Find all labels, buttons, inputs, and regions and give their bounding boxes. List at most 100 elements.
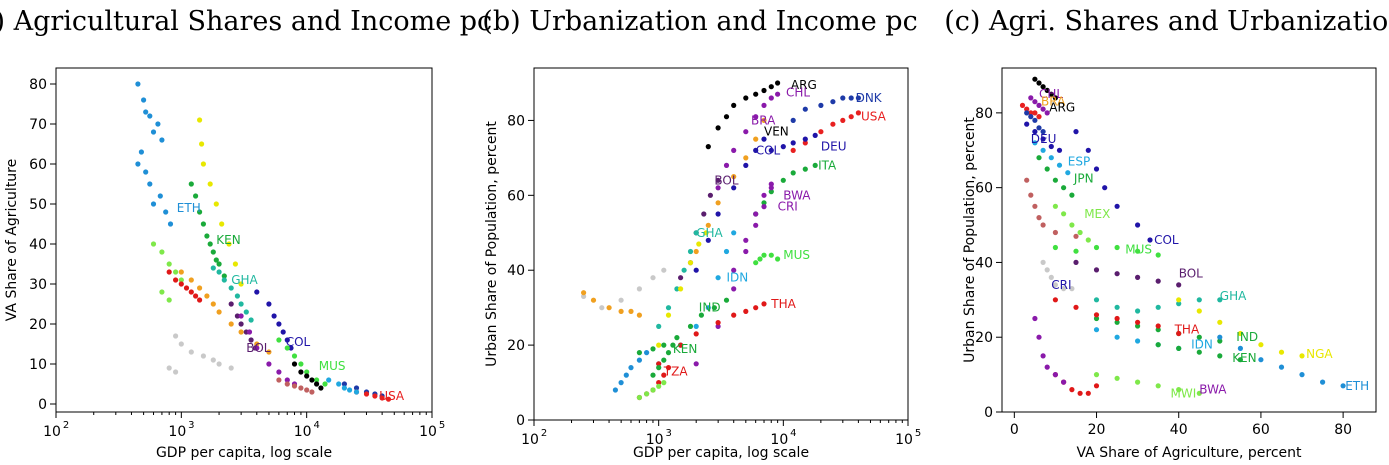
data-point [1073, 304, 1079, 310]
data-point [183, 285, 190, 291]
data-point [1048, 143, 1054, 150]
data-point [1155, 304, 1161, 310]
data-point [248, 317, 254, 323]
data-point [276, 321, 282, 327]
data-point [1135, 248, 1141, 254]
chart-panel-3: (c) Agri. Shares and Urbanization CHLBRAA… [944, 6, 1389, 461]
data-point [210, 357, 216, 363]
data-point [1147, 237, 1153, 243]
plot-frame [1001, 67, 1377, 413]
data-point [143, 169, 149, 175]
data-point [731, 185, 737, 191]
data-point [687, 323, 694, 329]
data-point [232, 261, 238, 267]
data-point [693, 267, 699, 273]
data-point [761, 117, 767, 123]
data-point [1093, 244, 1100, 251]
data-point [1093, 166, 1100, 172]
y-tick-label: 20 [975, 330, 993, 346]
country-label: ETH [1345, 379, 1369, 393]
data-point [1032, 99, 1038, 105]
data-point [644, 350, 650, 356]
data-point [761, 200, 767, 206]
data-point [246, 329, 253, 335]
data-point [1052, 203, 1058, 209]
country-label: MUS [1125, 242, 1152, 256]
data-point [1028, 110, 1034, 116]
data-point [1036, 125, 1042, 131]
data-point [731, 102, 737, 108]
data-point [661, 342, 667, 348]
data-point [753, 260, 759, 266]
data-point [757, 256, 763, 262]
country-label: GHA [231, 273, 258, 287]
data-point [1036, 80, 1042, 86]
data-point [1135, 274, 1141, 280]
data-point [581, 293, 587, 299]
data-point [173, 269, 179, 275]
country-label: BWA [1199, 383, 1227, 397]
y-tick-label: 60 [29, 157, 47, 173]
data-point [266, 361, 272, 367]
data-point [1155, 342, 1161, 348]
data-point [385, 396, 392, 402]
data-point [1061, 185, 1067, 191]
data-point [753, 222, 759, 228]
country-label: BWA [783, 188, 811, 202]
data-point [379, 395, 385, 401]
data-point [731, 312, 737, 318]
data-point [207, 181, 213, 187]
data-point [166, 261, 172, 267]
data-point [761, 252, 767, 258]
data-point [276, 369, 282, 375]
data-point [656, 365, 662, 371]
data-point [219, 221, 225, 227]
data-point [1085, 237, 1091, 243]
data-point [743, 248, 749, 255]
data-point [628, 308, 634, 314]
data-point [1044, 110, 1050, 116]
data-point [1135, 379, 1141, 385]
data-point [1032, 76, 1038, 82]
data-point [1052, 244, 1058, 251]
data-point [599, 305, 605, 311]
data-point [1048, 155, 1054, 161]
data-point [661, 380, 667, 386]
data-point [1176, 345, 1182, 351]
country-label: CRI [1051, 278, 1071, 292]
data-point [173, 333, 179, 339]
x-tick-exponent: 2 [63, 420, 69, 431]
data-point [1340, 383, 1346, 389]
data-point [221, 273, 227, 279]
data-point [715, 323, 721, 329]
data-point [687, 248, 694, 255]
data-point [1114, 304, 1120, 310]
y-tick-label: 60 [507, 188, 525, 204]
plot-frame [55, 67, 433, 413]
data-point [1093, 315, 1100, 322]
data-point [678, 275, 684, 281]
data-point [372, 393, 378, 399]
data-point [141, 97, 147, 103]
data-point [150, 201, 157, 207]
y-tick-label: 30 [29, 277, 47, 293]
data-point [1085, 147, 1091, 153]
data-point [705, 305, 711, 311]
x-tick-exponent: 3 [665, 428, 671, 439]
data-point [674, 335, 680, 341]
country-label: CRI [778, 200, 798, 214]
country-label: IDN [1191, 338, 1213, 352]
data-point [213, 257, 219, 263]
x-tick-label: 10 [521, 432, 539, 448]
data-point [1073, 233, 1079, 239]
data-point [228, 321, 234, 327]
data-point [1044, 267, 1050, 273]
data-point [288, 345, 294, 351]
data-point [266, 349, 272, 355]
data-point [731, 286, 737, 292]
data-point [1114, 271, 1120, 277]
data-point [768, 84, 774, 90]
chart-title: (c) Agri. Shares and Urbanization [944, 6, 1389, 37]
data-point [1155, 383, 1161, 389]
